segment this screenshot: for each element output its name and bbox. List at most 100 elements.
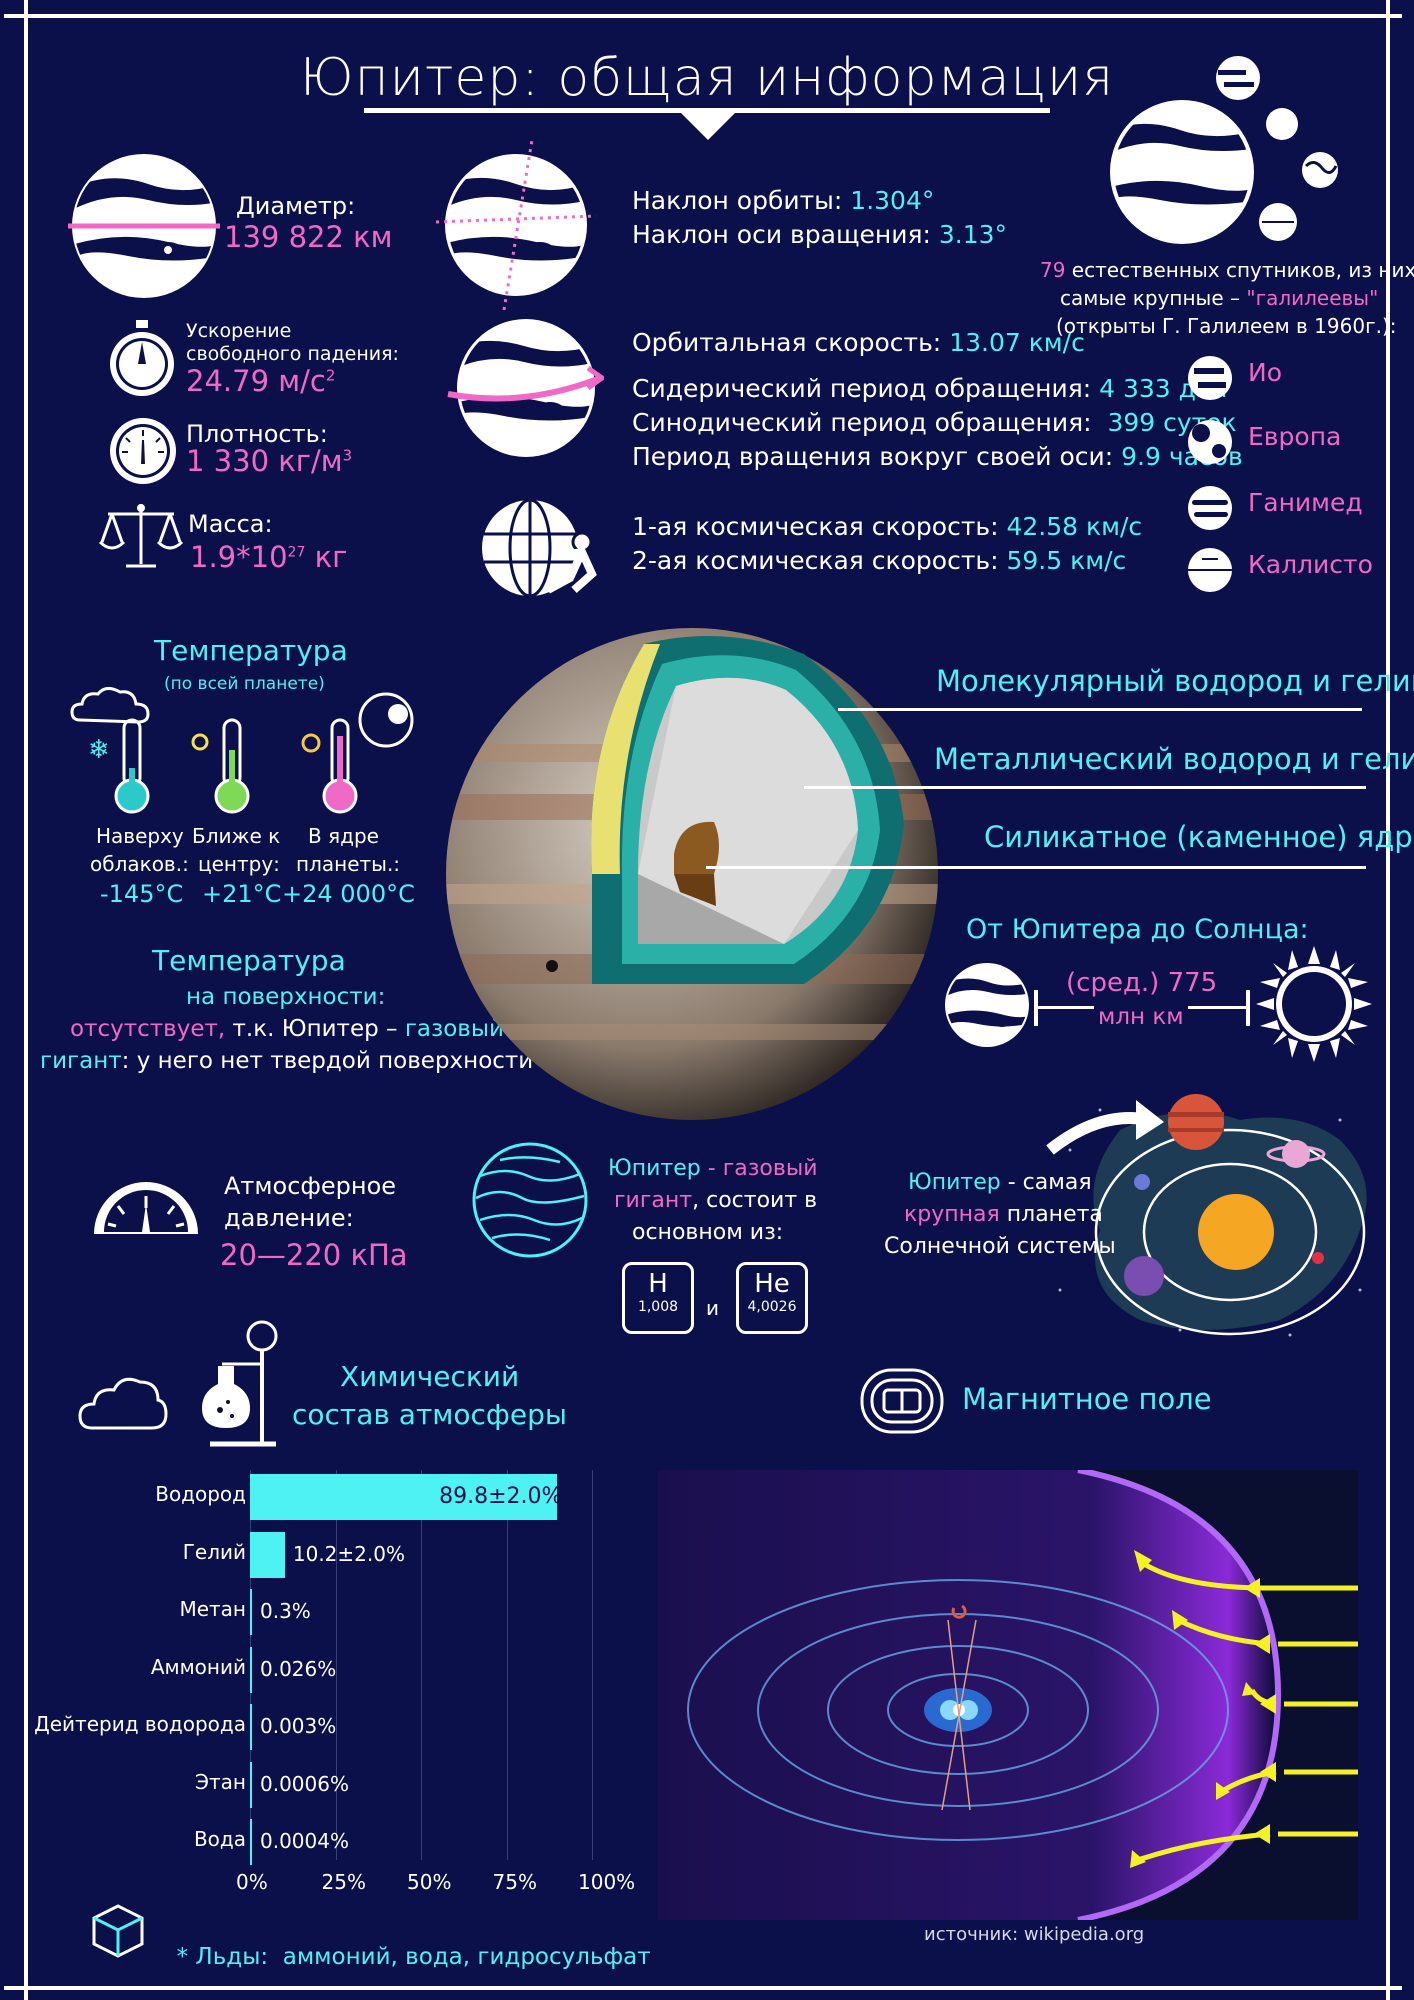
stopwatch-icon bbox=[110, 320, 174, 396]
gas-planet-icon bbox=[472, 1142, 588, 1258]
chart-value-label: 0.026% bbox=[260, 1656, 337, 1681]
gravity-label-2: свободного падения: bbox=[186, 343, 399, 365]
largest-line-1: Юпитер - самая bbox=[908, 1170, 1092, 1195]
cloud-icon bbox=[78, 1377, 168, 1430]
planet-core-icon bbox=[358, 692, 414, 748]
density-value: 1 330 кг/м3 bbox=[186, 444, 352, 478]
density-sup: 3 bbox=[342, 446, 353, 465]
chart-x-tick: 100% bbox=[578, 1870, 636, 1894]
chart-category-label: Метан bbox=[179, 1597, 246, 1621]
layer-label-1: Молекулярный водород и гелий bbox=[936, 664, 1414, 698]
chem-title-1: Химический bbox=[340, 1360, 520, 1393]
ices-list: аммоний, вода, гидросульфат bbox=[268, 1944, 651, 1970]
moons-line-3: (открыты Г. Галилеем в 1960г.): bbox=[1056, 314, 1397, 338]
helium-mass: 4,0026 bbox=[747, 1299, 797, 1315]
mass-unit: кг bbox=[305, 540, 348, 574]
thermometer-cold-icon bbox=[114, 718, 150, 814]
chart-bar bbox=[250, 1819, 252, 1865]
outer-frame bbox=[4, 14, 1402, 1990]
hydrogen-mass: 1,008 bbox=[637, 1299, 679, 1315]
layer-label-2: Металлический водород и гелий bbox=[934, 742, 1414, 776]
page-title: Юпитер: общая информация bbox=[299, 48, 1115, 108]
chart-bar bbox=[250, 1531, 285, 1578]
gas-line-2: гигант, состоит в bbox=[614, 1188, 817, 1213]
chart-category-label: Дейтерид водорода bbox=[34, 1712, 246, 1736]
chart-gridline bbox=[592, 1470, 593, 1860]
globe-runner-icon bbox=[482, 498, 597, 598]
chart-gridline bbox=[421, 1470, 422, 1860]
magnet-icon bbox=[860, 1368, 944, 1434]
axis-tilt: Наклон оси вращения: 3.13° bbox=[632, 218, 1007, 252]
mass-value: 1.9*1027 кг bbox=[190, 540, 347, 574]
europa-icon bbox=[1188, 420, 1232, 464]
layer-label-3: Силикатное (каменное) ядро bbox=[984, 820, 1414, 854]
hydrogen-element: H 1,008 bbox=[622, 1262, 694, 1334]
layer-line-1 bbox=[838, 708, 1362, 711]
chart-bar bbox=[250, 1761, 252, 1808]
svg-text:❄: ❄ bbox=[88, 735, 110, 764]
giant-word: гигант bbox=[40, 1048, 122, 1074]
jupiter-diameter-icon bbox=[68, 154, 220, 298]
ganymede-icon bbox=[1188, 486, 1232, 530]
thermometer-mid-icon bbox=[214, 718, 250, 814]
temp-col-1-label-1: Наверху bbox=[96, 824, 184, 848]
temperature-title: Температура bbox=[154, 634, 348, 667]
gravity-label-1: Ускорение bbox=[186, 320, 292, 342]
solar-system-image bbox=[1046, 1094, 1367, 1337]
moon-name-callisto: Каллисто bbox=[1248, 550, 1373, 579]
scales-icon bbox=[98, 504, 184, 568]
magnetic-title: Магнитное поле bbox=[962, 1382, 1212, 1416]
sun-distance-unit: млн км bbox=[1094, 1004, 1188, 1030]
orbital-speed-value: 13.07 км/с bbox=[949, 328, 1085, 357]
cosmic-speed-1-value: 42.58 км/с bbox=[1006, 512, 1143, 541]
helium-element: He 4,0026 bbox=[736, 1262, 808, 1334]
orbital-speed: Орбитальная скорость: 13.07 км/с bbox=[632, 326, 1085, 360]
layer-line-3 bbox=[706, 866, 1366, 869]
chart-gridline bbox=[335, 1470, 337, 1860]
synodic-period: Синодический период обращения: 399 суток bbox=[632, 406, 1237, 440]
temp-col-2-value: +21°C bbox=[202, 880, 282, 908]
temp-col-3-label-2: планеты.: bbox=[296, 852, 401, 876]
chart-value-label: 0.0004% bbox=[260, 1829, 349, 1853]
moons-line-1-text: естественных спутников, из них bbox=[1065, 258, 1414, 282]
temp-col-1-label-2: облаков.: bbox=[90, 852, 189, 876]
chart-value-label: 0.0006% bbox=[260, 1771, 349, 1796]
gas-word: газовый bbox=[404, 1016, 504, 1042]
pressure-value: 20—220 кПа bbox=[220, 1238, 408, 1272]
orbit-inclination-value: 1.304° bbox=[850, 186, 935, 215]
pressure-gauge-icon bbox=[94, 1182, 198, 1234]
thermometer-hot-icon bbox=[322, 718, 358, 814]
temperature-subtitle: (по всей планете) bbox=[164, 674, 325, 694]
temp-col-2-label-2: центру: bbox=[198, 852, 280, 876]
surface-temp-title: Температура bbox=[152, 944, 346, 977]
diameter-value: 139 822 км bbox=[224, 220, 393, 254]
jupiter-cutaway-image bbox=[446, 628, 938, 1120]
callisto-icon bbox=[1188, 548, 1232, 592]
surface-temp-end: : у него нет твердой поверхности bbox=[121, 1048, 534, 1074]
chart-bar bbox=[250, 1589, 252, 1635]
chart-x-tick: 50% bbox=[407, 1870, 452, 1894]
pressure-label-1: Атмосферное bbox=[224, 1172, 397, 1200]
cosmic-speed-2-value: 59.5 км/с bbox=[1006, 546, 1127, 575]
gauge-icon bbox=[110, 418, 176, 484]
cloud-snow-icon: ❄ bbox=[70, 687, 150, 764]
gas-line-2-b: , состоит в bbox=[692, 1188, 818, 1213]
largest-line-2-b: планета bbox=[999, 1202, 1103, 1227]
temp-col-3-label-1: В ядре bbox=[308, 824, 379, 848]
magnetosphere-image bbox=[658, 1470, 1358, 1920]
moons-line-2: самые крупные – "галилеевы" bbox=[1060, 286, 1378, 310]
cosmic-speed-1: 1-ая космическая скорость: 42.58 км/с bbox=[632, 510, 1142, 544]
largest-line-2: крупная планета bbox=[904, 1202, 1103, 1227]
chart-category-label: Гелий bbox=[182, 1539, 246, 1564]
largest-line-1-b: - самая bbox=[1000, 1170, 1092, 1195]
chart-category-label: Водород bbox=[155, 1482, 246, 1506]
hydrogen-symbol: H bbox=[648, 1269, 668, 1299]
moons-count: 79 bbox=[1040, 258, 1066, 282]
axis-tilt-value: 3.13° bbox=[938, 220, 1008, 249]
ice-cube-icon bbox=[92, 1904, 144, 1958]
gas-line-2-a: гигант bbox=[614, 1188, 693, 1213]
temp-col-2-label-1: Ближе к bbox=[192, 824, 281, 848]
chart-x-tick: 25% bbox=[321, 1870, 366, 1894]
cosmic-speed-2: 2-ая космическая скорость: 59.5 км/с bbox=[632, 544, 1126, 578]
cosmic-speed-2-label: 2-ая космическая скорость: bbox=[632, 546, 1007, 575]
